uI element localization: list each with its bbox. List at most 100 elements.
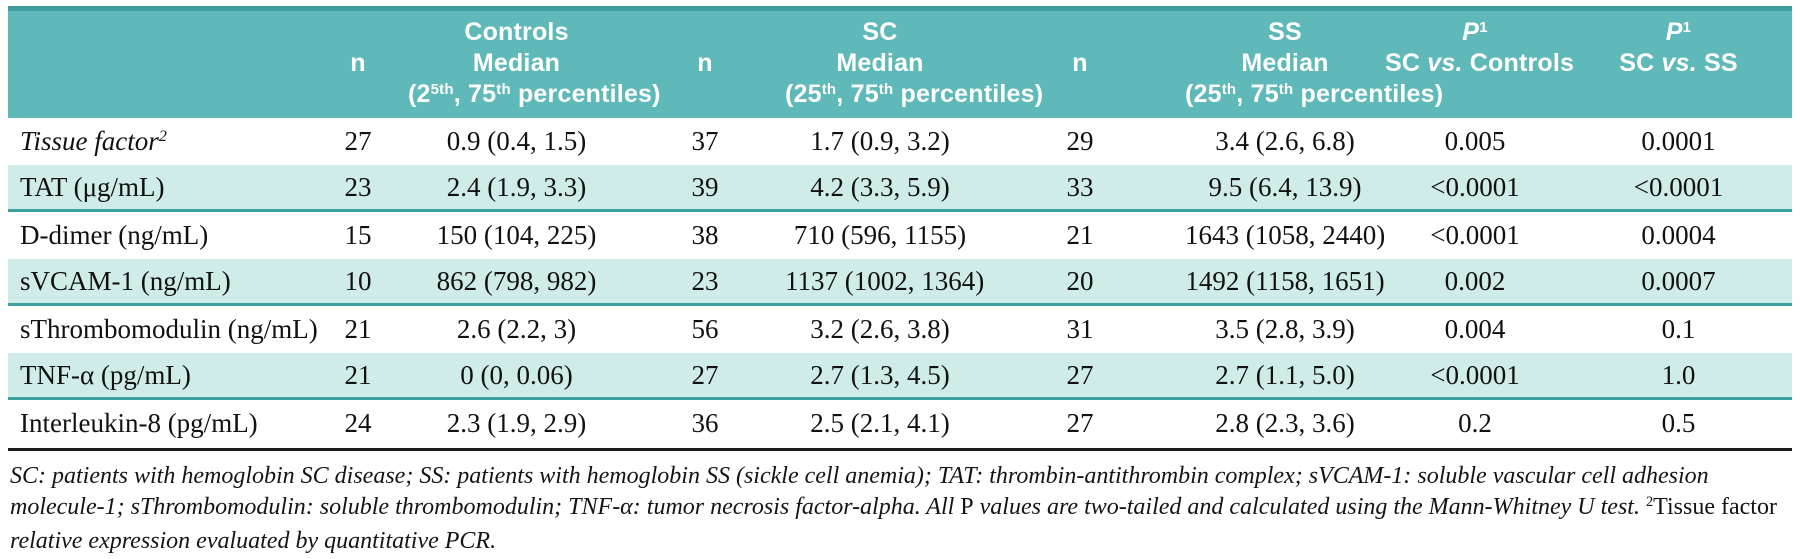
cell-m3: 2.7 (1.1, 5.0): [1215, 359, 1355, 390]
cell-p2: 0.0004: [1641, 220, 1716, 250]
cell-n2: 38: [691, 220, 719, 250]
percentiles-label-controls: (25th, 75th percentiles): [408, 80, 661, 108]
footnote-segment: 2: [1645, 494, 1654, 511]
median-label: Median: [472, 49, 561, 77]
row-label: TAT (μg/mL): [20, 171, 165, 202]
col-header-n-sc: n: [625, 17, 785, 110]
cell-n3: 27: [1066, 408, 1094, 438]
cell-n2: 39: [691, 171, 719, 202]
cell-n3: 29: [1066, 126, 1094, 156]
table-row: D-dimer (ng/mL) 15 150 (104, 225) 38 710 (59…: [8, 212, 1792, 259]
cell-p1: <0.0001: [1430, 359, 1520, 390]
label-superscript: 2: [158, 127, 167, 146]
row-label: D-dimer (ng/mL): [20, 220, 209, 250]
cell-n3: 31: [1066, 314, 1094, 344]
n-label: n: [697, 49, 713, 77]
cell-p1: 0.005: [1444, 126, 1506, 156]
cell-n1: 27: [344, 126, 372, 156]
cell-n3: 21: [1066, 220, 1094, 250]
cell-n3: 33: [1066, 171, 1094, 202]
cell-n1: 24: [344, 408, 372, 438]
cell-p1: 0.004: [1444, 314, 1506, 344]
table-row: TAT (μg/mL) 23 2.4 (1.9, 3.3) 39 4.2 (3.3, 5…: [8, 165, 1792, 212]
cell-m2: 1.7 (0.9, 3.2): [810, 126, 950, 156]
row-label: sVCAM-1 (ng/mL): [20, 265, 231, 296]
table-bottom-rule: [8, 448, 1792, 451]
table-footnote: SC: patients with hemoglobin SC disease;…: [10, 461, 1790, 557]
col-header-sc: SC Median (25th, 75th percentiles): [785, 17, 1044, 110]
table-row: Tissue factor2 27 0.9 (0.4, 1.5) 37 1.7 (0.9…: [8, 118, 1792, 165]
cell-m1: 150 (104, 225): [436, 220, 597, 250]
cell-n2: 27: [691, 359, 719, 390]
cell-m2: 4.2 (3.3, 5.9): [810, 171, 950, 202]
col-header-ss: SS Median (25th, 75th percentiles): [1185, 17, 1444, 110]
cell-p1: <0.0001: [1430, 171, 1520, 202]
n-label: n: [1072, 49, 1088, 77]
cell-m1: 2.3 (1.9, 2.9): [446, 408, 587, 438]
col-header-p-sc-vs-ss: P1 SC vs. SS: [1619, 18, 1738, 77]
cell-m2: 3.2 (2.6, 3.8): [810, 314, 950, 344]
cell-p1: <0.0001: [1430, 220, 1520, 250]
cell-m3: 3.5 (2.8, 3.9): [1215, 314, 1355, 344]
footnote-segment: SC: patients with hemoglobin SC disease;…: [10, 463, 1709, 520]
percentiles-label-ss: (25th, 75th percentiles): [1185, 80, 1444, 108]
footnote-segment: P: [960, 494, 974, 520]
cell-p2: <0.0001: [1633, 171, 1724, 202]
cell-p1: 0.002: [1444, 265, 1506, 296]
cell-m2: 2.5 (2.1, 4.1): [810, 408, 950, 438]
cell-n3: 27: [1066, 359, 1094, 390]
cell-n2: 36: [691, 408, 719, 438]
row-label: Interleukin-8 (pg/mL): [20, 408, 258, 438]
cell-n2: 56: [691, 314, 719, 344]
cell-n1: 15: [344, 220, 372, 250]
group-name-ss: SS: [1268, 18, 1302, 46]
cell-n1: 10: [344, 265, 372, 296]
table-row: Interleukin-8 (pg/mL) 24 2.3 (1.9, 2.9) 36 2…: [8, 400, 1792, 447]
cell-m3: 3.4 (2.6, 6.8): [1215, 126, 1355, 156]
table-header-row: n Controls Median (25th, 75th percentile…: [8, 6, 1792, 118]
row-label: TNF-α (pg/mL): [20, 359, 191, 390]
percentiles-label-sc: (25th, 75th percentiles): [785, 80, 1044, 108]
cell-m3: 1643 (1058, 2440): [1185, 220, 1386, 250]
cell-m3: 2.8 (2.3, 3.6): [1215, 408, 1355, 438]
cell-m1: 0 (0, 0.06): [460, 359, 573, 390]
cell-m1: 2.6 (2.2, 3): [456, 314, 577, 344]
cell-p2: 0.0007: [1641, 265, 1716, 296]
cell-p2: 0.5: [1661, 408, 1696, 438]
table-body: Tissue factor2 27 0.9 (0.4, 1.5) 37 1.7 (0.9…: [8, 118, 1792, 447]
cell-n1: 23: [344, 171, 372, 202]
row-label: Tissue factor2: [20, 126, 167, 156]
row-label: sThrombomodulin (ng/mL): [20, 314, 318, 344]
col-header-controls: Controls Median (25th, 75th percentiles): [408, 17, 661, 110]
cell-m1: 862 (798, 982): [436, 265, 597, 296]
n-label: n: [350, 49, 366, 77]
table-row: TNF-α (pg/mL) 21 0 (0, 0.06) 27 2.7 (1.3, 4.…: [8, 353, 1792, 400]
footnote-segment: Tissue factor: [1653, 494, 1777, 520]
cell-n1: 21: [344, 359, 372, 390]
cell-p2: 1.0: [1661, 359, 1696, 390]
biomarker-results-table: n Controls Median (25th, 75th percentile…: [8, 6, 1792, 557]
cell-n2: 23: [691, 265, 719, 296]
footnote-segment: values are two-tailed and calculated usi…: [973, 494, 1646, 520]
col-header-p-sc-vs-controls: P1 SC vs. Controls: [1385, 18, 1575, 77]
group-name-sc: SC: [862, 18, 898, 46]
cell-p2: 0.0001: [1641, 126, 1716, 156]
median-label: Median: [836, 49, 924, 77]
table-row: sVCAM-1 (ng/mL) 10 862 (798, 982) 23 1137 (1…: [8, 259, 1792, 306]
col-header-n-controls: n: [308, 17, 408, 110]
cell-m1: 2.4 (1.9, 3.3): [446, 171, 587, 202]
col-header-n-ss: n: [975, 17, 1185, 110]
cell-m3: 1492 (1158, 1651): [1185, 265, 1385, 296]
cell-m2: 1137 (1002, 1364): [785, 265, 985, 296]
cell-m2: 2.7 (1.3, 4.5): [810, 359, 950, 390]
cell-m2: 710 (596, 1155): [793, 220, 967, 250]
group-name-controls: Controls: [464, 18, 569, 46]
cell-n2: 37: [691, 126, 719, 156]
footnote-segment: relative expression evaluated by quantit…: [10, 528, 497, 554]
cell-p2: 0.1: [1661, 314, 1696, 344]
cell-p1: 0.2: [1458, 408, 1492, 438]
cell-n1: 21: [344, 314, 372, 344]
header-spacer: [8, 17, 308, 110]
cell-m3: 9.5 (6.4, 13.9): [1208, 171, 1362, 202]
